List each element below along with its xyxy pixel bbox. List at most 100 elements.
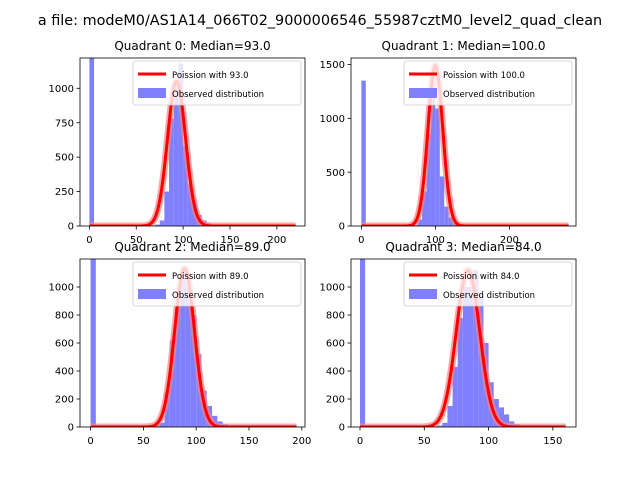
x-tick-label: 150 <box>239 436 258 447</box>
histogram-bar <box>164 191 170 226</box>
y-tick-label: 600 <box>326 339 345 350</box>
histogram-bar <box>89 58 95 226</box>
legend-box <box>132 60 302 106</box>
legend: Poission with 100.0 Observed distribution <box>403 60 573 106</box>
legend: Poission with 93.0 Observed distribution <box>132 60 302 106</box>
x-tick-label: 150 <box>543 436 562 447</box>
histogram-bar <box>159 220 165 226</box>
x-tick-label: 200 <box>267 235 286 246</box>
histogram-bar <box>504 414 510 427</box>
histogram-bar <box>452 366 458 427</box>
histogram-bar <box>173 88 179 226</box>
x-tick-label: 150 <box>220 235 239 246</box>
legend-label: Poission with 100.0 <box>443 71 525 81</box>
histogram-bar <box>468 287 474 427</box>
legend-box <box>403 60 573 106</box>
quadrant-title: Quadrant 3: Median=84.0 <box>385 240 541 254</box>
quadrant-title: Quadrant 1: Median=100.0 <box>382 39 546 53</box>
histogram-bar <box>155 224 160 226</box>
axes-frame <box>79 57 306 227</box>
axes-frame <box>350 57 577 227</box>
y-tick-label: 1000 <box>49 283 74 294</box>
y-tick-label: 250 <box>55 187 74 198</box>
legend-label: Observed distribution <box>172 90 264 100</box>
y-tick-label: 600 <box>55 339 74 350</box>
legend-bar-swatch <box>409 88 437 98</box>
histogram-bar <box>430 86 436 226</box>
figure-suptitle: a file: modeM0/AS1A14_066T02_9000006546_… <box>38 13 602 29</box>
legend-bar-swatch <box>409 289 437 299</box>
legend: Poission with 84.0 Observed distribution <box>403 261 573 307</box>
y-tick-label: 200 <box>55 395 74 406</box>
quadrant-2-panel: 0 50 100 150 200 0 200 400 600 800 1000 Quadrant 2:… <box>49 240 312 447</box>
histogram-bar <box>442 422 448 427</box>
quadrant-title: Quadrant 2: Median=89.0 <box>114 240 270 254</box>
histogram-bar <box>361 80 366 226</box>
x-tick-label: 200 <box>292 436 311 447</box>
legend-bar-swatch <box>138 88 166 98</box>
histogram-bar <box>444 206 449 226</box>
legend-label: Poission with 89.0 <box>172 272 249 282</box>
x-tick-label: 200 <box>500 235 519 246</box>
histogram-bar <box>159 422 165 427</box>
x-tick-label: 0 <box>358 235 364 246</box>
y-tick-label: 0 <box>68 222 74 233</box>
legend-label: Observed distribution <box>443 291 535 301</box>
y-tick-label: 0 <box>339 222 345 233</box>
y-tick-label: 1000 <box>320 114 345 125</box>
histogram-bar <box>417 219 423 226</box>
histogram-bar <box>473 270 479 427</box>
histogram-bar <box>169 340 176 427</box>
y-tick-label: 400 <box>326 367 345 378</box>
histogram-bar <box>178 63 184 226</box>
y-tick-label: 1000 <box>49 84 74 95</box>
histogram-bar <box>187 184 193 226</box>
poisson-curve <box>90 267 297 427</box>
histogram-bar <box>185 287 191 427</box>
poisson-curve <box>89 79 296 226</box>
histogram-bar <box>360 259 366 427</box>
quadrant-1-panel: 0 100 200 0 500 1000 1500 Quadrant 1: Median=10… <box>320 39 577 246</box>
x-tick-label: 50 <box>130 235 143 246</box>
legend-label: Poission with 84.0 <box>443 272 520 282</box>
legend-box <box>403 261 573 307</box>
histogram-bar <box>175 306 181 427</box>
histogram-bar <box>498 407 504 427</box>
quadrant-3-panel: 0 50 100 150 0 200 400 600 800 1000 Quadrant 3: Me… <box>320 240 577 447</box>
histogram-bar <box>462 287 468 427</box>
quadrant-0-panel: 0 50 100 150 200 0 250 500 750 1000 Quadrant 0: Me… <box>49 39 306 246</box>
histogram-bar <box>183 146 188 226</box>
histogram-bar <box>448 217 454 226</box>
histogram-bar <box>457 317 463 427</box>
histogram-bar <box>435 108 440 226</box>
y-tick-label: 750 <box>55 118 74 129</box>
y-tick-label: 800 <box>55 311 74 322</box>
y-tick-label: 200 <box>326 395 345 406</box>
y-tick-label: 500 <box>326 168 345 179</box>
y-tick-label: 800 <box>326 311 345 322</box>
histogram-bar <box>437 425 443 427</box>
y-tick-label: 500 <box>55 153 74 164</box>
legend-label: Observed distribution <box>443 90 535 100</box>
x-tick-label: 0 <box>87 436 93 447</box>
x-tick-label: 0 <box>86 235 92 246</box>
y-tick-label: 0 <box>339 423 345 434</box>
y-tick-label: 1000 <box>320 283 345 294</box>
x-tick-label: 100 <box>426 235 445 246</box>
x-tick-label: 50 <box>418 436 431 447</box>
histogram-bar <box>90 259 96 427</box>
x-tick-label: 50 <box>137 436 150 447</box>
x-tick-label: 0 <box>357 436 363 447</box>
plot-area <box>90 259 297 427</box>
histogram-bar <box>439 176 445 226</box>
legend-bar-swatch <box>138 289 166 299</box>
histogram-bar <box>447 406 453 427</box>
histogram-bar <box>169 118 174 226</box>
y-tick-label: 400 <box>55 367 74 378</box>
quadrant-title: Quadrant 0: Median=93.0 <box>114 39 270 53</box>
histogram-bar <box>426 134 431 226</box>
histogram-bar <box>180 278 186 427</box>
legend-label: Poission with 93.0 <box>172 71 249 81</box>
plot-area <box>89 58 296 226</box>
legend: Poission with 89.0 Observed distribution <box>132 261 302 307</box>
